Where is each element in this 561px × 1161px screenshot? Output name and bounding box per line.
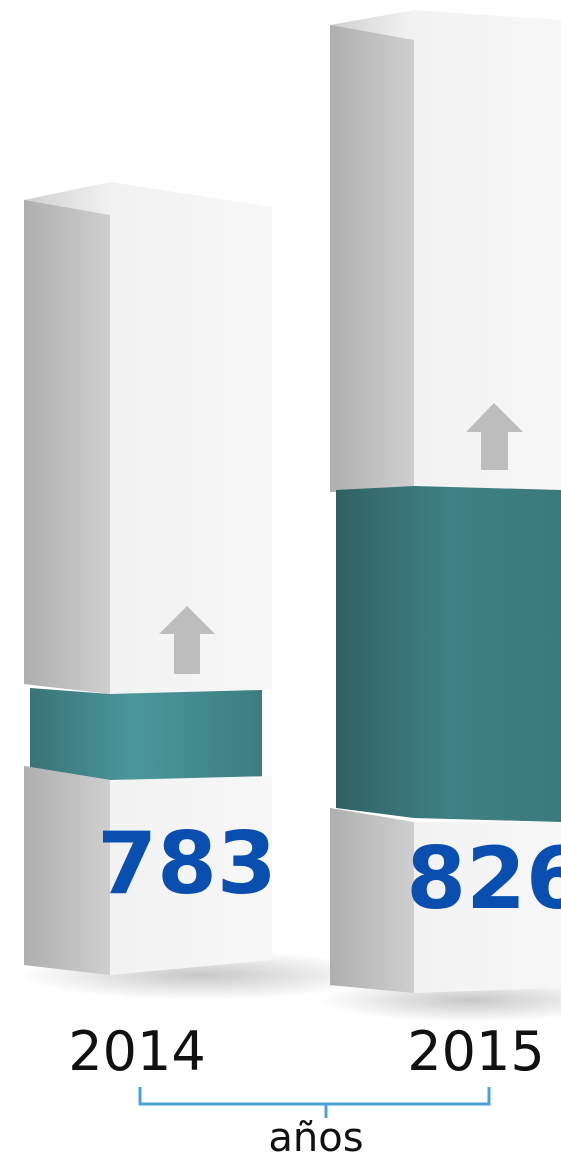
bar-teal-band	[30, 688, 262, 782]
up-arrow-icon	[159, 606, 215, 674]
bar-2014	[20, 182, 380, 1000]
up-arrow-icon	[466, 403, 523, 470]
bar-top-block-side	[24, 200, 110, 694]
bar-teal-band	[336, 486, 561, 822]
value-label-2014: 783	[97, 814, 277, 914]
bar-bottom-block-side	[330, 808, 414, 993]
x-axis-label: años	[268, 1115, 363, 1161]
x-tick-label-2014: 2014	[68, 1020, 205, 1083]
value-label-2015: 826	[406, 829, 561, 929]
x-tick-label-2015: 2015	[407, 1020, 544, 1083]
bar-2015	[320, 10, 561, 1022]
bar-top-block-side	[330, 25, 414, 492]
bar-bottom-block-side	[24, 766, 110, 975]
axis-bracket	[138, 1087, 491, 1118]
